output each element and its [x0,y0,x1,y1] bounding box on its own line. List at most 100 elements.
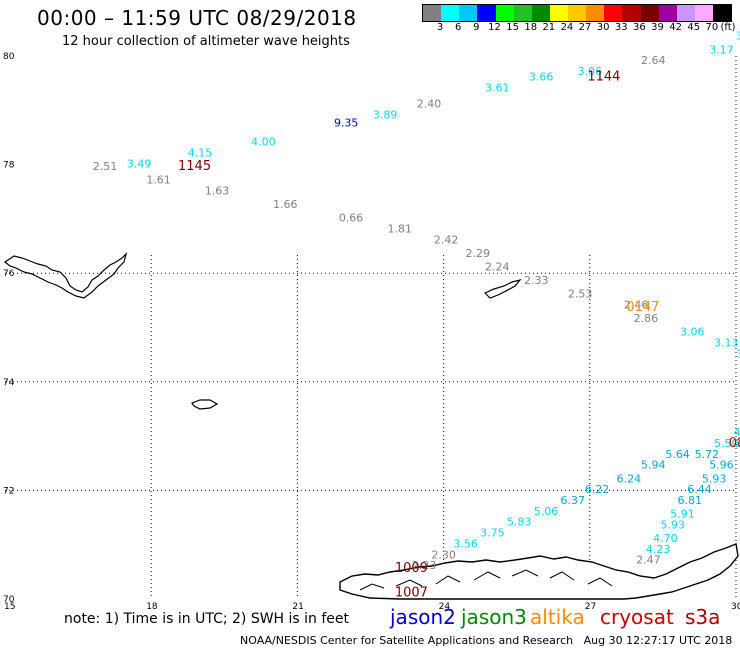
color-scale-labels: 3 6 9 12 15 18 21 24 27 30 33 36 39 42 45 70 (ft) [422,22,740,36]
wave-height-value: 5.72 [695,448,720,461]
wave-height-value: 5.64 [665,448,690,461]
wave-height-value: 4.23 [646,543,671,556]
wave-height-value: 5.06 [534,505,559,518]
wave-height-value: 6.44 [687,483,712,496]
wave-height-value: 2.29 [466,247,491,260]
kong-karls-island [483,278,522,299]
wave-height-value: 3.56 [453,537,478,550]
fjord-lines [359,569,613,591]
wave-height-value: 6.24 [617,472,642,485]
lat-tick-label: 76 [3,269,15,279]
lat-lon-grid [5,56,737,599]
color-scale-cell [441,5,460,21]
wave-height-value: 3.75 [480,527,505,540]
color-scale-tick-label: 12 [488,22,501,33]
color-scale-cell [622,5,641,21]
color-scale-cell [604,5,623,21]
credit-line: NOAA/NESDIS Center for Satellite Applica… [240,634,732,647]
color-scale-cell [568,5,587,21]
wave-height-value: 5.96 [709,459,734,472]
color-scale-cell [513,5,532,21]
lon-tick-label: 21 [292,602,303,612]
wave-height-value: 9.35 [334,117,359,130]
wave-height-value: 2.86 [634,312,659,325]
color-scale-cell [713,5,732,21]
wave-height-value: 2.33 [524,274,549,287]
wave-height-value: 2.42 [434,233,459,246]
footnote: note: 1) Time is in UTC; 2) SWH is in fe… [64,611,350,627]
wave-height-value: 2.30 [431,548,456,561]
color-scale-cell [459,5,478,21]
wave-height-value: 3.66 [529,70,554,83]
wave-height-value: 3.13 [714,337,739,350]
color-scale-cell [676,5,695,21]
wave-height-value: 2.24 [485,260,510,273]
wave-height-value: 5.94 [641,459,666,472]
wave-height-value: 6.37 [561,494,586,507]
wave-height-value: 3.61 [485,81,510,94]
wave-height-value: 3.17 [709,43,734,56]
pass-time-label: 08 [729,436,740,451]
wave-height-value: 2.46 [624,298,649,311]
legend-altika: altika [530,605,585,629]
credit-source: NOAA/NESDIS Center for Satellite Applica… [240,634,574,647]
pass-time-label: 1009 [395,561,428,576]
wave-height-value: 4.70 [653,532,678,545]
wave-height-value: 2.51 [93,160,118,173]
color-scale-cell [640,5,659,21]
wave-height-value: 2.53 [568,288,593,301]
color-scale-tick-label: 9 [473,22,480,33]
credit-timestamp: Aug 30 12:27:17 UTC 2018 [583,634,733,647]
color-scale-tick-label: 24 [560,22,574,33]
color-scale-tick-label: 6 [455,22,462,33]
legend-cryosat: cryosat [600,605,674,629]
wave-height-value: 4.00 [251,136,276,149]
color-scale-tick-label: 36 [633,22,646,33]
wave-height-value: 5.50 [714,437,739,450]
color-scale-tick-label: 33 [614,22,628,33]
wave-height-value: 2.40 [417,98,442,111]
color-scale-tick-label: 3 [436,22,444,33]
pass-time-label: 1007 [395,585,428,600]
color-scale-tick-label: 21 [542,22,556,33]
legend-jason3: jason3 [461,605,527,629]
wave-height-value: 3.06 [578,65,603,78]
wave-height-value: 4.15 [188,146,213,159]
wave-height-value: 4.60 [734,426,740,439]
norway-coastline [339,543,739,600]
lat-tick-label: 70 [3,595,15,605]
pass-time-label: 1144 [587,69,620,84]
legend-jason2: jason2 [390,605,456,629]
map-title: 00:00 – 11:59 UTC 08/29/2018 [37,6,357,30]
color-scale-bar [422,4,732,22]
wave-height-value: 6.22 [585,483,610,496]
wave-height-value: 5.83 [507,516,532,529]
wave-height-value: 2.23 [412,559,437,572]
bjornoya-island [191,399,219,410]
lat-tick-label: 72 [3,486,14,496]
lon-tick-label: 24 [439,602,451,612]
color-scale-cell [423,5,442,21]
color-scale-cell [531,5,550,21]
wave-height-value: 3.59 [736,30,740,43]
pass-time-label: 1145 [178,159,211,174]
wave-height-value: 2.47 [636,554,661,567]
legend-s3a: s3a [685,605,721,629]
svalbard-coastline [3,252,128,299]
wave-height-value: 5.93 [660,518,685,531]
wave-height-value: 1.63 [205,184,230,197]
wave-height-value: 3.49 [127,157,152,170]
color-scale-tick-label: 45 [687,22,701,33]
wave-height-value: 6.81 [678,494,703,507]
color-scale-tick-label: 30 [596,22,610,33]
lat-tick-label: 78 [3,161,15,171]
wave-height-value: 1.61 [146,174,171,187]
color-scale-tick-label: 39 [651,22,664,33]
color-scale-cell [586,5,605,21]
wave-height-value: 2.64 [641,54,666,67]
color-scale-tick-label: 70 [705,22,719,33]
lon-tick-label: 30 [731,602,740,612]
color-scale-cell [549,5,568,21]
color-scale-cell [694,5,713,21]
color-scale-tick-label: 15 [506,22,519,33]
